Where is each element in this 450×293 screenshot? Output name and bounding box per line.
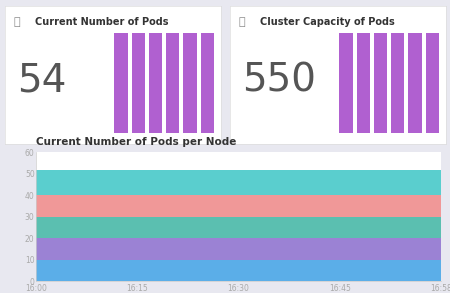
Bar — [183, 33, 197, 132]
Bar — [114, 33, 128, 132]
Text: ⎘: ⎘ — [13, 17, 20, 27]
Bar — [426, 33, 439, 132]
Bar — [391, 33, 405, 132]
Bar — [339, 33, 353, 132]
Bar — [166, 33, 180, 132]
Bar — [374, 33, 387, 132]
Bar — [131, 33, 145, 132]
Text: Cluster Capacity of Pods: Cluster Capacity of Pods — [260, 17, 395, 27]
Text: Current Number of Pods per Node: Current Number of Pods per Node — [36, 137, 236, 147]
Text: 550: 550 — [243, 61, 316, 99]
Text: Current Number of Pods: Current Number of Pods — [35, 17, 168, 27]
Text: ⎘: ⎘ — [238, 17, 245, 27]
Bar — [356, 33, 370, 132]
Text: 54: 54 — [18, 61, 67, 99]
Bar — [201, 33, 214, 132]
Bar — [149, 33, 162, 132]
Bar — [408, 33, 422, 132]
